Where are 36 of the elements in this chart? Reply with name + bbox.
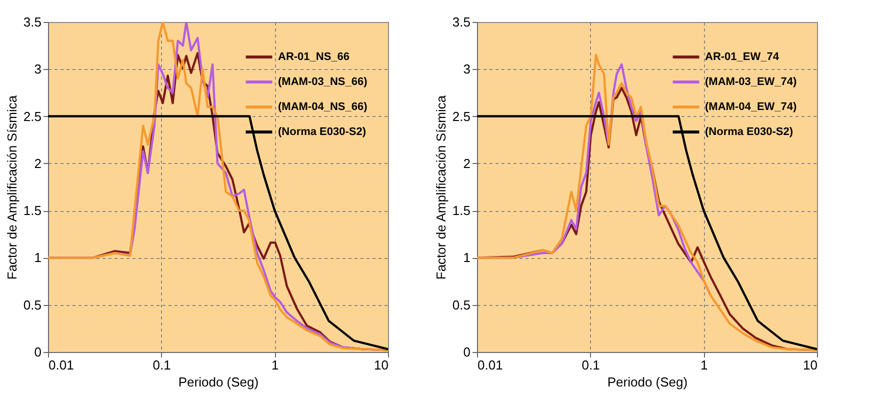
y-tick-label: 0: [34, 344, 42, 360]
y-tick-label: 2: [463, 156, 470, 171]
legend-label: (MAM-03_NS_66): [278, 76, 368, 88]
x-tick-label: 0.1: [152, 358, 171, 372]
y-tick-label: 1: [34, 250, 42, 266]
legend-label: AR-01_NS_66: [278, 51, 350, 63]
x-axis-title: Periodo (Seg): [178, 374, 259, 390]
y-tick-label: 1.5: [23, 203, 42, 218]
y-tick-label: 2.5: [452, 108, 470, 124]
legend-label: (Norma E030-S2): [278, 126, 366, 138]
y-axis-title: Factor de Amplificación Sísmica: [433, 94, 448, 280]
y-tick-label: 1.5: [452, 203, 470, 218]
y-tick-label: 3.5: [23, 14, 42, 30]
x-axis-title: Periodo (Seg): [607, 374, 688, 390]
y-tick-label: 3.5: [452, 14, 470, 30]
x-tick-label: 10: [374, 358, 388, 372]
legend-label: (MAM-04_NS_66): [278, 101, 368, 113]
x-tick-label: 0.01: [478, 358, 503, 372]
legend-label: (MAM-04_EW_74): [705, 101, 798, 113]
y-tick-label: 0.5: [452, 297, 470, 312]
y-tick-label: 3: [34, 62, 42, 77]
y-tick-label: 1: [463, 250, 470, 266]
x-tick-label: 1: [700, 358, 708, 372]
x-tick-label: 10: [803, 358, 818, 372]
y-tick-label: 0.5: [23, 297, 42, 312]
y-tick-label: 0: [463, 344, 470, 360]
legend-label: AR-01_EW_74: [705, 51, 780, 63]
x-tick-label: 0.1: [582, 358, 600, 372]
y-tick-label: 2.5: [23, 108, 42, 124]
y-tick-label: 3: [463, 62, 470, 77]
legend-label: (MAM-03_EW_74): [705, 76, 798, 88]
x-tick-label: 1: [272, 358, 279, 372]
y-axis-title: Factor de Amplificación Sísmica: [4, 94, 20, 280]
legend-label: (Norma E030-S2): [705, 126, 794, 138]
y-tick-label: 2: [34, 156, 42, 171]
x-tick-label: 0.01: [48, 358, 74, 372]
